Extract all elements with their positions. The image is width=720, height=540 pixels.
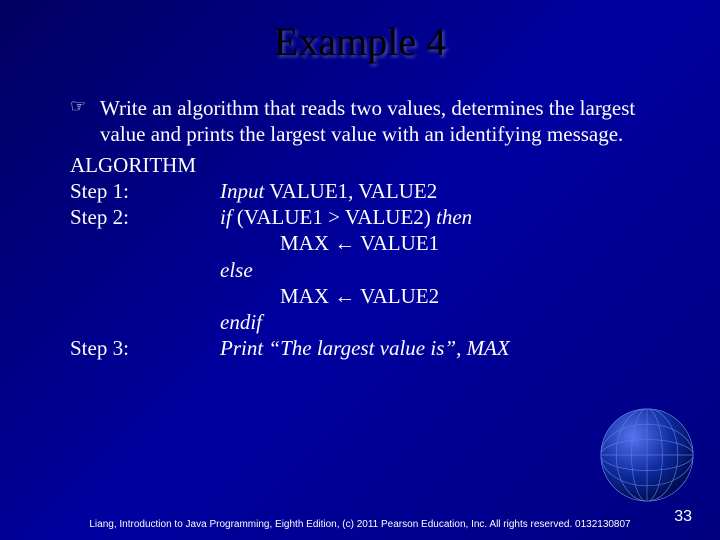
slide-content: ☞ Write an algorithm that reads two valu…	[0, 65, 720, 362]
step-1-args: VALUE1, VALUE2	[264, 179, 437, 203]
globe-icon	[592, 400, 702, 510]
step-2-endif: endif	[70, 309, 670, 335]
bullet-item: ☞ Write an algorithm that reads two valu…	[70, 95, 670, 148]
step-2-label: Step 2:	[70, 204, 220, 230]
bullet-text: Write an algorithm that reads two values…	[100, 95, 670, 148]
bullet-marker-icon: ☞	[70, 95, 100, 148]
step-3-label: Step 3:	[70, 335, 220, 361]
keyword-print: Print	[220, 336, 263, 360]
footer-citation: Liang, Introduction to Java Programming,…	[0, 519, 720, 530]
step-2-false: MAX ← VALUE2	[70, 283, 670, 309]
algorithm-heading: ALGORITHM	[70, 152, 670, 178]
keyword-else: else	[220, 257, 670, 283]
step-2-false-body: MAX ← VALUE2	[220, 283, 670, 309]
step-1-body: Input VALUE1, VALUE2	[220, 178, 670, 204]
step-3-body: Print “The largest value is”, MAX	[220, 335, 670, 361]
step-3-args: “The largest value is”, MAX	[263, 336, 510, 360]
page-number: 33	[674, 508, 692, 526]
step-2-true: MAX ← VALUE1	[70, 230, 670, 256]
step-2-body: if (VALUE1 > VALUE2) then	[220, 204, 670, 230]
step-3: Step 3: Print “The largest value is”, MA…	[70, 335, 670, 361]
keyword-if: if	[220, 205, 232, 229]
step-2-true-body: MAX ← VALUE1	[220, 230, 670, 256]
step-2-condition: (VALUE1 > VALUE2)	[232, 205, 436, 229]
slide-title: Example 4	[0, 0, 720, 65]
step-2-else: else	[70, 257, 670, 283]
keyword-endif: endif	[220, 309, 670, 335]
keyword-then: then	[436, 205, 472, 229]
step-1: Step 1: Input VALUE1, VALUE2	[70, 178, 670, 204]
keyword-input: Input	[220, 179, 264, 203]
step-2: Step 2: if (VALUE1 > VALUE2) then	[70, 204, 670, 230]
step-1-label: Step 1:	[70, 178, 220, 204]
